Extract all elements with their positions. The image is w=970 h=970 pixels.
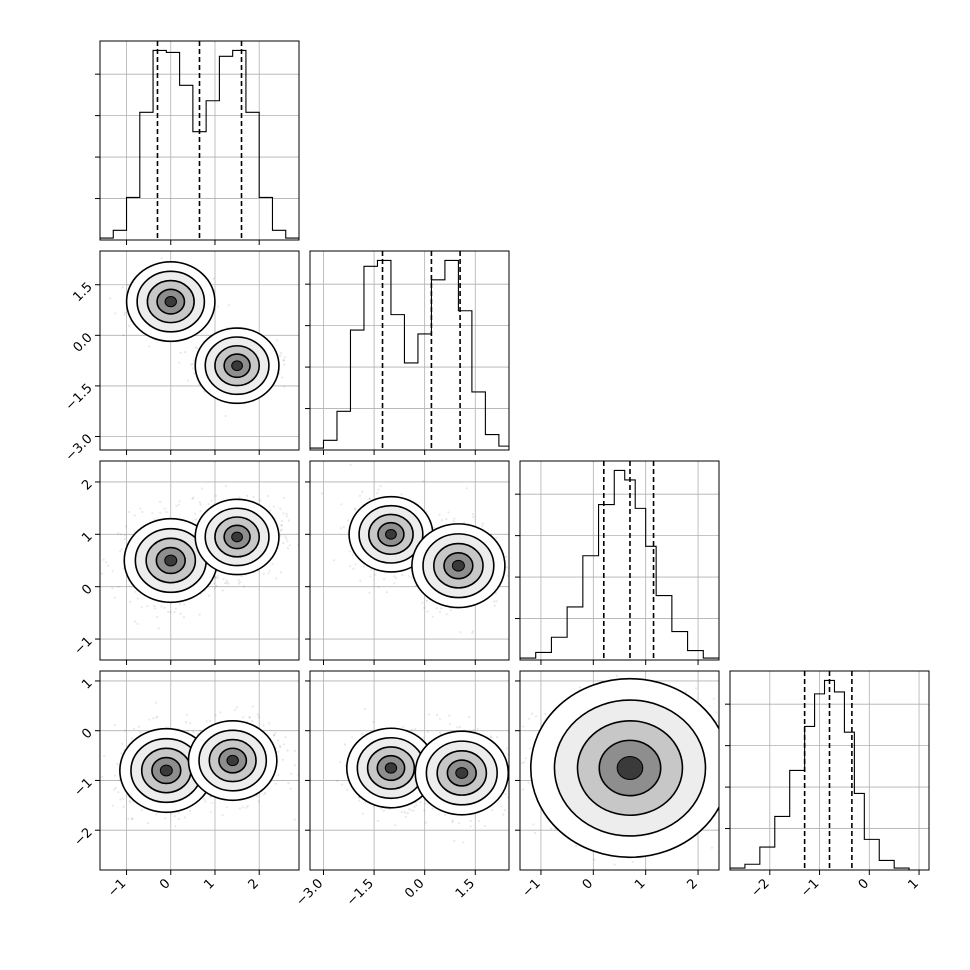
x-tick-label: 0 xyxy=(580,876,596,892)
y-tick-label: −2 xyxy=(71,825,95,849)
x-tick-label: 1 xyxy=(201,876,217,892)
panel-frame xyxy=(729,670,930,871)
panel-3-2: −1 0 1 2 xyxy=(515,670,720,900)
panel-frame xyxy=(519,670,720,871)
contour-level xyxy=(385,528,397,540)
contour-level xyxy=(164,295,177,308)
panel-2-2 xyxy=(515,460,720,665)
y-tick-label: 2 xyxy=(79,477,95,493)
histogram-step xyxy=(310,259,509,450)
y-tick-label: −1.5 xyxy=(63,381,96,414)
panel-frame xyxy=(309,250,510,451)
x-tick-label: −1 xyxy=(520,876,544,900)
histogram-step xyxy=(730,679,929,870)
contour-level xyxy=(451,559,465,572)
x-tick-label: −2 xyxy=(748,876,772,900)
x-tick-label: 0.0 xyxy=(402,876,427,901)
contour-level xyxy=(159,764,173,777)
panel-2-1 xyxy=(305,460,510,665)
x-tick-label: −1.5 xyxy=(344,876,377,909)
contour-level xyxy=(164,554,178,567)
x-tick-label: 1 xyxy=(632,876,648,892)
panel-3-3: −2 −1 0 1 xyxy=(725,670,930,900)
x-tick-label: 1.5 xyxy=(453,876,478,901)
contour-level xyxy=(226,754,239,767)
panel-3-1: −3.0 −1.5 0.0 1.5 xyxy=(293,670,510,909)
contour-level xyxy=(231,531,243,543)
x-tick-label: 0 xyxy=(157,876,173,892)
panel-frame xyxy=(99,40,300,241)
panel-1-1 xyxy=(305,250,510,455)
y-tick-label: 0 xyxy=(79,582,95,598)
contour-level xyxy=(616,755,644,781)
x-tick-label: 1 xyxy=(905,876,921,892)
x-tick-label: −1 xyxy=(798,876,822,900)
panel-0-0 xyxy=(95,40,300,245)
panel-frame xyxy=(309,670,510,871)
y-tick-label: −1 xyxy=(71,776,95,800)
x-tick-label: 0 xyxy=(856,876,872,892)
panel-frame xyxy=(519,460,720,661)
x-tick-label: −3.0 xyxy=(293,876,326,909)
y-tick-label: 0.0 xyxy=(70,330,95,355)
panel-frame xyxy=(99,460,300,661)
x-tick-label: 2 xyxy=(246,876,262,892)
panel-1-0: −3.0 −1.5 0.0 1.5 xyxy=(63,250,300,465)
panel-frame xyxy=(99,670,300,871)
panel-frame xyxy=(99,250,300,451)
contour-level xyxy=(384,762,398,774)
y-tick-label: 1 xyxy=(79,676,95,692)
contour-level xyxy=(455,767,469,779)
y-tick-label: 1.5 xyxy=(70,280,95,305)
y-tick-label: −1 xyxy=(71,634,95,658)
panel-2-0: −1 0 1 2 xyxy=(71,460,300,665)
panel-3-0: −1 0 1 2 −2 −1 0 1 xyxy=(71,670,300,900)
x-tick-label: −1 xyxy=(105,876,129,900)
y-tick-label: 0 xyxy=(79,726,95,742)
x-tick-label: 2 xyxy=(684,876,700,892)
y-tick-label: 1 xyxy=(79,529,95,545)
contour-level xyxy=(231,360,243,372)
y-tick-label: −3.0 xyxy=(63,432,96,465)
histogram-step xyxy=(520,469,719,660)
panel-frame xyxy=(309,460,510,661)
